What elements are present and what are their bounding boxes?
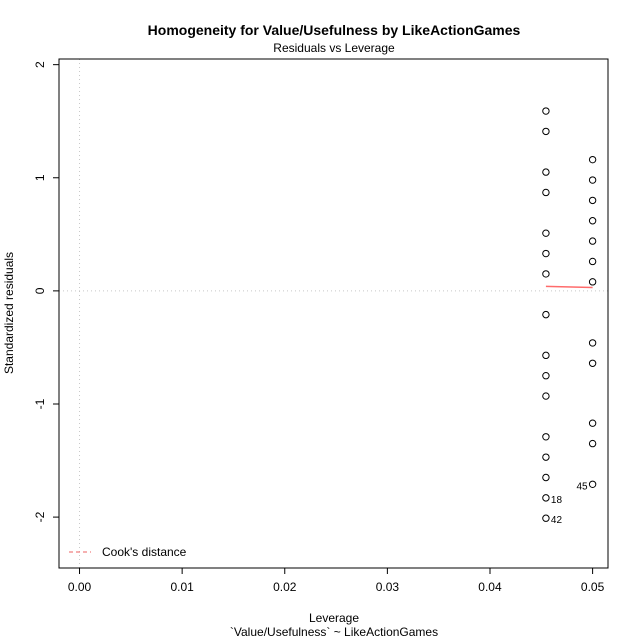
legend: Cook's distance bbox=[69, 545, 187, 559]
chart-subtitle: Residuals vs Leverage bbox=[273, 41, 395, 55]
data-point bbox=[588, 480, 597, 488]
point-label: 45 bbox=[576, 481, 588, 492]
data-point bbox=[588, 237, 597, 245]
data-point bbox=[542, 229, 550, 237]
smooth-line bbox=[545, 285, 593, 289]
legend-label: Cook's distance bbox=[102, 545, 187, 559]
data-point bbox=[542, 188, 550, 197]
x-axis-label: Leverage bbox=[309, 611, 359, 625]
data-point bbox=[542, 310, 550, 319]
x-tick-label: 0.05 bbox=[581, 580, 605, 594]
plot-frame bbox=[58, 58, 609, 569]
smooth-line-group bbox=[545, 285, 593, 289]
y-tick-label: 1 bbox=[33, 174, 47, 181]
reference-lines bbox=[59, 59, 608, 568]
data-point bbox=[542, 473, 550, 482]
data-point bbox=[542, 351, 550, 360]
x-tick-label: 0.04 bbox=[478, 580, 502, 594]
data-point bbox=[588, 196, 597, 205]
data-point bbox=[542, 270, 550, 278]
data-point bbox=[542, 372, 550, 380]
chart-title: Homogeneity for Value/Usefulness by Like… bbox=[148, 22, 521, 38]
x-axis-formula: `Value/Usefulness` ~ LikeActionGames bbox=[230, 625, 438, 639]
data-point bbox=[588, 217, 597, 225]
point-label: 42 bbox=[551, 515, 563, 526]
data-point bbox=[542, 249, 550, 258]
data-point bbox=[542, 514, 550, 522]
data-point bbox=[588, 359, 597, 367]
data-point bbox=[542, 107, 550, 115]
points-group bbox=[542, 107, 597, 522]
data-point bbox=[542, 168, 550, 176]
y-axis-label: Standardized residuals bbox=[2, 252, 16, 374]
data-point bbox=[588, 339, 597, 347]
data-point bbox=[588, 419, 597, 427]
x-tick-label: 0.03 bbox=[376, 580, 400, 594]
data-point bbox=[588, 278, 597, 286]
data-point bbox=[542, 433, 550, 441]
point-labels-group: 18 42 45 bbox=[551, 481, 588, 526]
data-point bbox=[542, 494, 550, 502]
y-tick-label: 2 bbox=[33, 61, 47, 68]
data-point bbox=[542, 127, 550, 136]
data-point bbox=[588, 257, 597, 266]
data-point bbox=[588, 155, 597, 164]
data-point bbox=[588, 439, 597, 448]
x-axis: 0.00 0.01 0.02 0.03 0.04 0.05 bbox=[68, 568, 605, 594]
x-tick-label: 0.02 bbox=[273, 580, 297, 594]
point-label: 18 bbox=[551, 495, 563, 506]
y-tick-label: -1 bbox=[33, 398, 47, 409]
y-axis: -2 -1 0 1 2 bbox=[33, 61, 59, 522]
x-tick-label: 0.00 bbox=[68, 580, 92, 594]
data-point bbox=[588, 176, 597, 184]
data-point bbox=[542, 453, 550, 461]
x-tick-label: 0.01 bbox=[170, 580, 194, 594]
y-tick-label: 0 bbox=[33, 287, 47, 294]
data-point bbox=[542, 392, 550, 400]
y-tick-label: -2 bbox=[33, 511, 47, 522]
